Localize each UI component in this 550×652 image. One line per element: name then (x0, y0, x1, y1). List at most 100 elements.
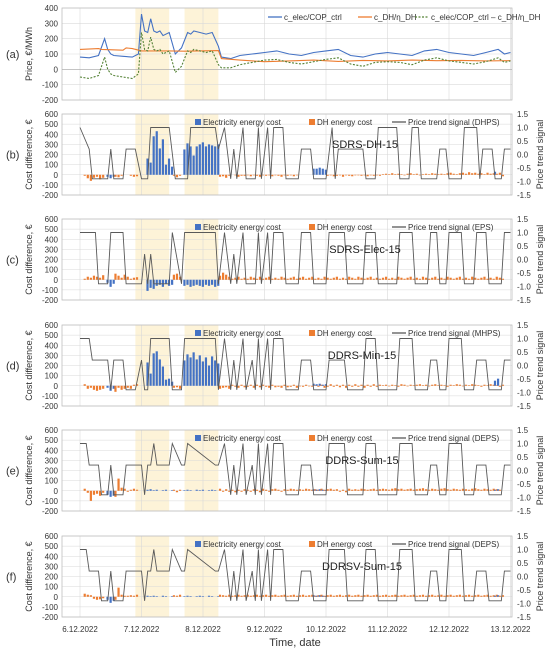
bar-dh (455, 595, 458, 597)
bar-elec (198, 144, 201, 175)
bar-elec (171, 279, 174, 285)
bar-dh (431, 594, 434, 597)
bar-dh (351, 489, 354, 491)
bar-dh (474, 277, 477, 280)
bar-dh (326, 277, 329, 280)
bar-dh (178, 594, 182, 597)
panel-title: SDRS-DH-15 (332, 139, 398, 151)
bar-dh (277, 174, 280, 176)
bar-dh (464, 489, 468, 491)
y-tick-label: 0 (54, 171, 59, 180)
bar-dh (495, 594, 498, 597)
bar-dh (369, 385, 372, 387)
bar-dh (225, 595, 228, 597)
legend-label-dh: DH energy cost (317, 329, 373, 338)
series-line-elec (79, 14, 511, 60)
y-axis-label: Cost difference, € (24, 224, 34, 294)
bar-dh (283, 594, 286, 597)
bar-dh (274, 174, 277, 176)
bar-dh (237, 276, 240, 280)
bar-dh (344, 490, 348, 493)
legend-label-elec: Electricity energy cost (203, 434, 282, 443)
y-tick-label: 200 (45, 256, 59, 265)
bar-dh (378, 489, 382, 491)
bar-dh (271, 489, 274, 491)
y2-tick-label: 1.0 (517, 335, 529, 344)
bar-dh (452, 385, 455, 386)
bar-dh (249, 276, 252, 280)
bar-dh (452, 278, 455, 280)
bar-elec (315, 384, 318, 386)
bar-dh (440, 384, 443, 386)
y2-tick-label: 0.0 (517, 467, 529, 476)
x-tick-label: 13.12.2022 (490, 625, 531, 634)
bar-dh (231, 384, 234, 386)
y2-tick-label: 1.5 (517, 321, 529, 330)
y-tick-label: -200 (42, 191, 59, 200)
bar-dh (474, 172, 477, 175)
bar-dh (452, 173, 455, 175)
bar-dh (344, 174, 348, 176)
bar-dh (495, 489, 498, 491)
bar-dh (172, 385, 175, 388)
bar-dh (298, 385, 302, 387)
bar-dh (409, 488, 412, 491)
bar-dh (378, 174, 382, 176)
bar-dh (431, 173, 434, 175)
bar-dh (400, 277, 403, 280)
bar-dh (298, 489, 302, 491)
bar-dh (280, 595, 283, 597)
y2-tick-label: 1.0 (517, 124, 529, 133)
bar-dh (332, 595, 335, 597)
bar-dh (258, 276, 262, 280)
bar-elec (146, 362, 149, 386)
y2-tick-label: 1.0 (517, 440, 529, 449)
y-tick-label: 500 (45, 542, 59, 551)
series-line-dh (79, 47, 511, 63)
bar-dh (391, 595, 394, 597)
bar-dh (428, 385, 431, 387)
bar-dh (292, 594, 295, 597)
bar-elec (164, 489, 168, 491)
bar-elec (155, 279, 158, 286)
bar-dh (388, 385, 391, 387)
y-tick-label: 100 (45, 266, 59, 275)
bar-dh (446, 489, 449, 491)
y-tick-label: 300 (45, 562, 59, 571)
bar-dh (283, 174, 286, 176)
bar-dh (388, 489, 391, 491)
bar-dh (480, 173, 483, 175)
y2-axis-label: Price trend signal (535, 225, 545, 295)
bar-elec (164, 596, 168, 597)
bar-dh (378, 384, 382, 386)
bar-elec (171, 490, 174, 491)
panel-title: DDRS-Sum-15 (325, 455, 398, 467)
bar-dh (474, 595, 477, 597)
bar-dh (329, 488, 332, 491)
legend-label-trend: Price trend signal (DEPS) (408, 540, 499, 549)
bar-dh (338, 490, 342, 492)
y-axis-label: Cost difference, € (24, 541, 34, 611)
bar-dh (243, 385, 246, 388)
bar-dh (221, 490, 225, 492)
bar-dh (338, 174, 342, 176)
y-axis-label: Cost difference, € (24, 330, 34, 400)
bar-elec (149, 489, 152, 491)
y-tick-label: 300 (45, 456, 59, 465)
bar-dh (335, 276, 338, 280)
bar-dh (261, 595, 265, 597)
bar-dh (301, 594, 305, 597)
bar-dh (255, 594, 259, 597)
bar-dh (135, 277, 139, 280)
bar-dh (446, 595, 449, 597)
bar-elec (210, 279, 214, 285)
bar-dh (301, 385, 305, 387)
bar-dh (455, 384, 458, 386)
bar-dh (471, 595, 474, 597)
bar-dh (363, 385, 366, 388)
bar-elec (146, 489, 149, 491)
bar-dh (92, 490, 96, 495)
bar-dh (415, 173, 418, 175)
legend-swatch-dh (309, 541, 315, 547)
bar-dh (246, 174, 249, 176)
